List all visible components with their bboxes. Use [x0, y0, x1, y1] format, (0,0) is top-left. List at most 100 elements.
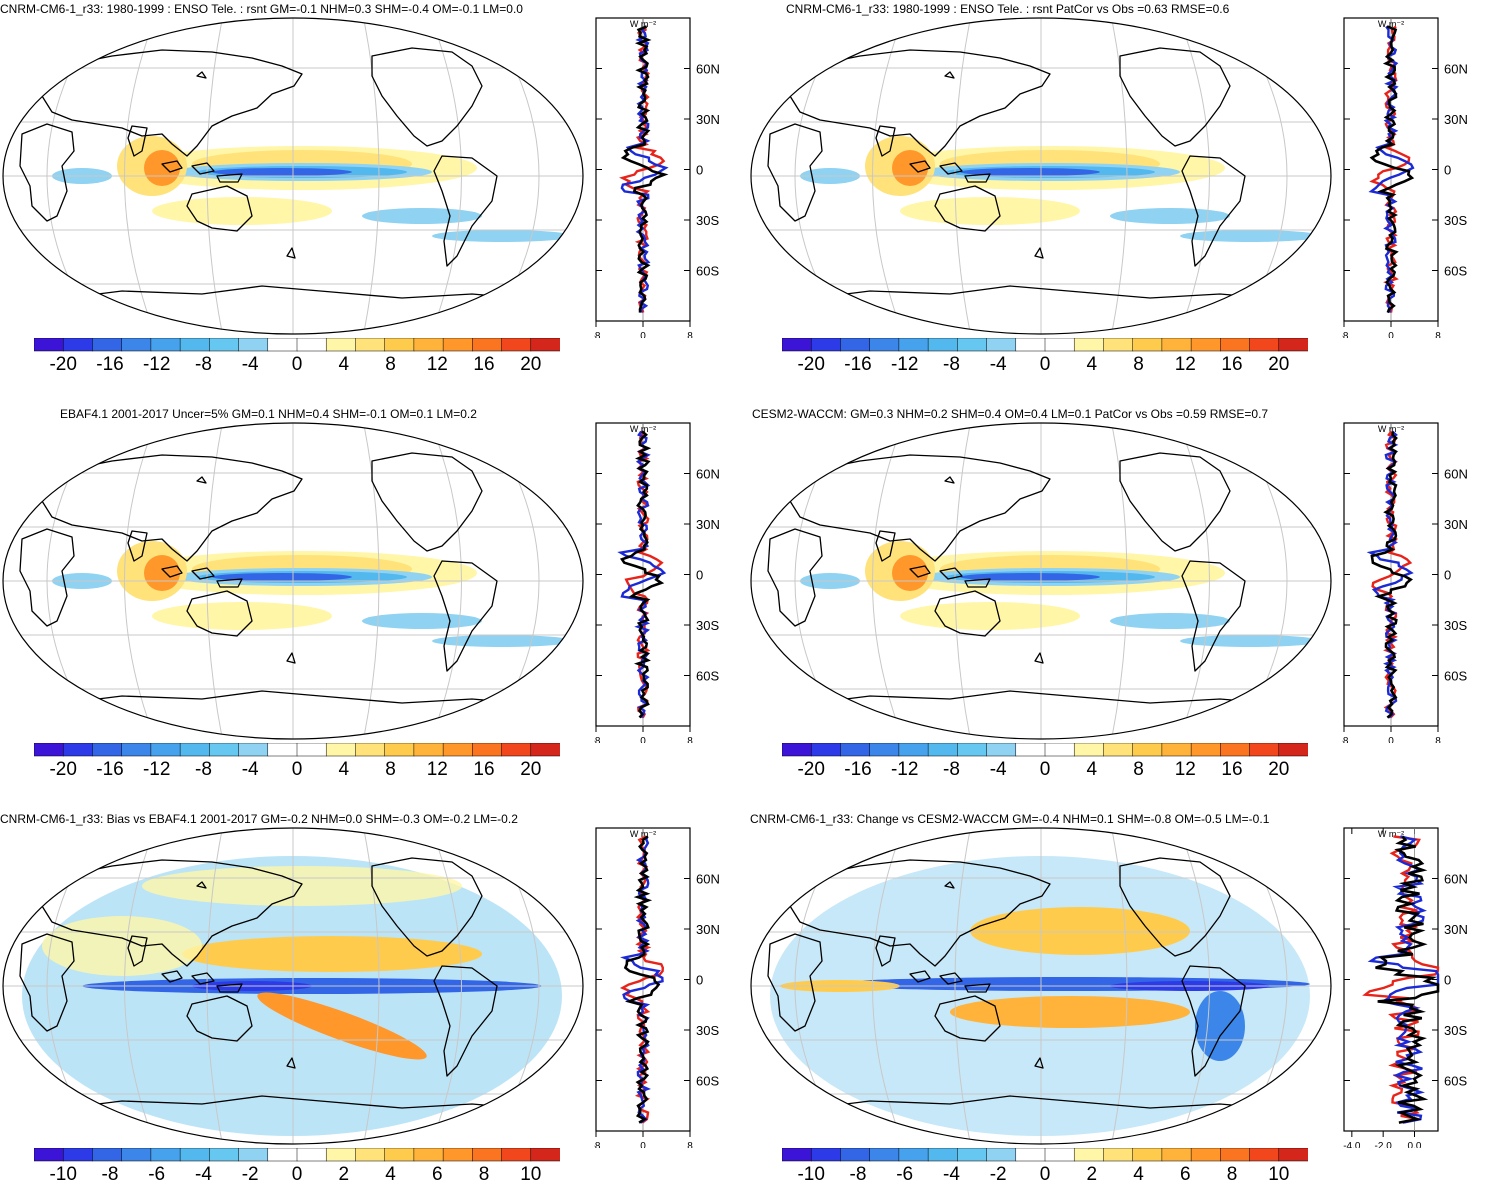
zonal-line: [620, 25, 669, 313]
colorbar-label: 8: [1226, 1164, 1238, 1185]
panel-5: CNRM-CM6-1_r33: Bias vs EBAF4.1 2001-201…: [0, 810, 743, 1204]
colorbar-swatch: [1190, 1148, 1221, 1162]
colorbar-swatch: [1015, 1148, 1046, 1162]
colorbar-swatch: [472, 1148, 503, 1162]
colorbar-swatch: [267, 743, 298, 757]
lat-label: 60S: [696, 669, 719, 684]
zonal-tick-label: -8: [594, 736, 601, 743]
lat-label: 30N: [1444, 112, 1468, 127]
colorbar-label: -8: [195, 354, 212, 375]
colorbar-swatch: [810, 338, 841, 352]
colorbar-label: -10: [49, 1164, 77, 1185]
colorbar-swatch: [898, 338, 929, 352]
panel-1: CNRM-CM6-1_r33: 1980-1999 : ENSO Tele. :…: [0, 0, 743, 394]
colorbar-label: -6: [896, 1164, 914, 1185]
colorbar-swatch: [957, 1148, 988, 1162]
colorbar-label: 12: [426, 759, 448, 780]
colorbar-swatch: [840, 1148, 871, 1162]
lat-label: 30S: [696, 618, 719, 633]
colorbar-label: -2: [241, 1164, 259, 1185]
colorbar-swatch: [150, 743, 181, 757]
colorbar-label: -16: [96, 759, 124, 780]
zonal-line: [619, 835, 665, 1124]
lat-label: 0: [696, 568, 703, 583]
colorbar-swatch: [1132, 743, 1163, 757]
colorbar-swatch: [34, 1148, 64, 1162]
lat-label: 30S: [1444, 1023, 1467, 1038]
zonal-tick-label: 0: [640, 1141, 646, 1148]
colorbar-swatch: [927, 1148, 958, 1162]
colorbar-label: 4: [338, 354, 350, 375]
world-map: [2, 422, 584, 740]
colorbar-swatch: [810, 1148, 841, 1162]
colorbar-swatch: [957, 338, 988, 352]
colorbar-label: -16: [96, 354, 124, 375]
zonal-mean-plot: W m⁻² 60N 30N 0 30S 60S -4.0 -2.0 0.0: [1343, 827, 1468, 1148]
zonal-line: [1370, 431, 1413, 719]
colorbar-swatch: [325, 743, 356, 757]
colorbar-swatch: [384, 1148, 415, 1162]
colorbar-label: 0: [291, 759, 303, 780]
colorbar-swatch: [869, 338, 900, 352]
panel-title: CESM2-WACCM: GM=0.3 NHM=0.2 SHM=0.4 OM=0…: [752, 407, 1269, 421]
colorbar-swatch: [986, 743, 1017, 757]
colorbar-label: 16: [1221, 354, 1243, 375]
colorbar: [782, 743, 1308, 757]
colorbar-swatch: [1161, 338, 1192, 352]
colorbar-swatch: [1249, 743, 1280, 757]
colorbar-swatch: [62, 1148, 93, 1162]
zonal-line: [1369, 25, 1415, 314]
colorbar-swatch: [238, 338, 269, 352]
colorbar-label: -12: [142, 759, 171, 780]
colorbar-swatch: [1103, 338, 1134, 352]
colorbar-swatch: [1249, 1148, 1280, 1162]
colorbar-swatch: [1249, 338, 1280, 352]
colorbar-label: 8: [385, 759, 396, 780]
zonal-line: [1367, 835, 1440, 1124]
colorbar-swatch: [782, 743, 812, 757]
colorbar: [782, 1148, 1308, 1162]
world-map: [750, 422, 1332, 740]
colorbar-swatch: [1015, 338, 1046, 352]
colorbar-swatch: [898, 1148, 929, 1162]
colorbar-swatch: [238, 743, 269, 757]
colorbar-swatch: [1220, 1148, 1251, 1162]
colorbar-label: 8: [1133, 759, 1144, 780]
colorbar-swatch: [355, 743, 386, 757]
colorbar-swatch: [296, 743, 327, 757]
lat-label: 60N: [1444, 62, 1468, 77]
lat-label: 0: [1444, 568, 1451, 583]
zonal-line: [620, 836, 664, 1124]
colorbar-swatch: [92, 743, 123, 757]
zonal-line: [1368, 25, 1415, 313]
zonal-tick-label: -8: [594, 1141, 601, 1148]
colorbar-label: 16: [473, 759, 495, 780]
colorbar: [782, 338, 1308, 352]
colorbar-swatch: [384, 743, 415, 757]
colorbar-swatch: [472, 338, 503, 352]
colorbar-label: 4: [385, 1164, 396, 1185]
colorbar-swatch: [121, 1148, 152, 1162]
colorbar-swatch: [1132, 338, 1163, 352]
colorbar-swatch: [1044, 338, 1075, 352]
colorbar-label: -12: [890, 759, 919, 780]
zonal-tick-label: 8: [687, 736, 693, 743]
colorbar-swatch: [1073, 1148, 1104, 1162]
colorbar-label: 16: [1221, 759, 1243, 780]
colorbar-swatch: [1073, 338, 1104, 352]
lat-label: 30N: [1444, 922, 1468, 937]
colorbar-swatch: [92, 338, 123, 352]
colorbar-label: -4: [195, 1164, 212, 1185]
zonal-tick-label: -4.0: [1343, 1141, 1361, 1148]
zonal-tick-label: 0: [1388, 331, 1394, 338]
colorbar-swatch: [209, 1148, 240, 1162]
colorbar: [34, 1148, 560, 1162]
colorbar-label: 4: [1086, 354, 1098, 375]
panel-title: EBAF4.1 2001-2017 Uncer=5% GM=0.1 NHM=0.…: [60, 407, 477, 421]
colorbar-label: 4: [338, 759, 350, 780]
colorbar-swatch: [986, 338, 1017, 352]
colorbar-label: 12: [1174, 354, 1196, 375]
